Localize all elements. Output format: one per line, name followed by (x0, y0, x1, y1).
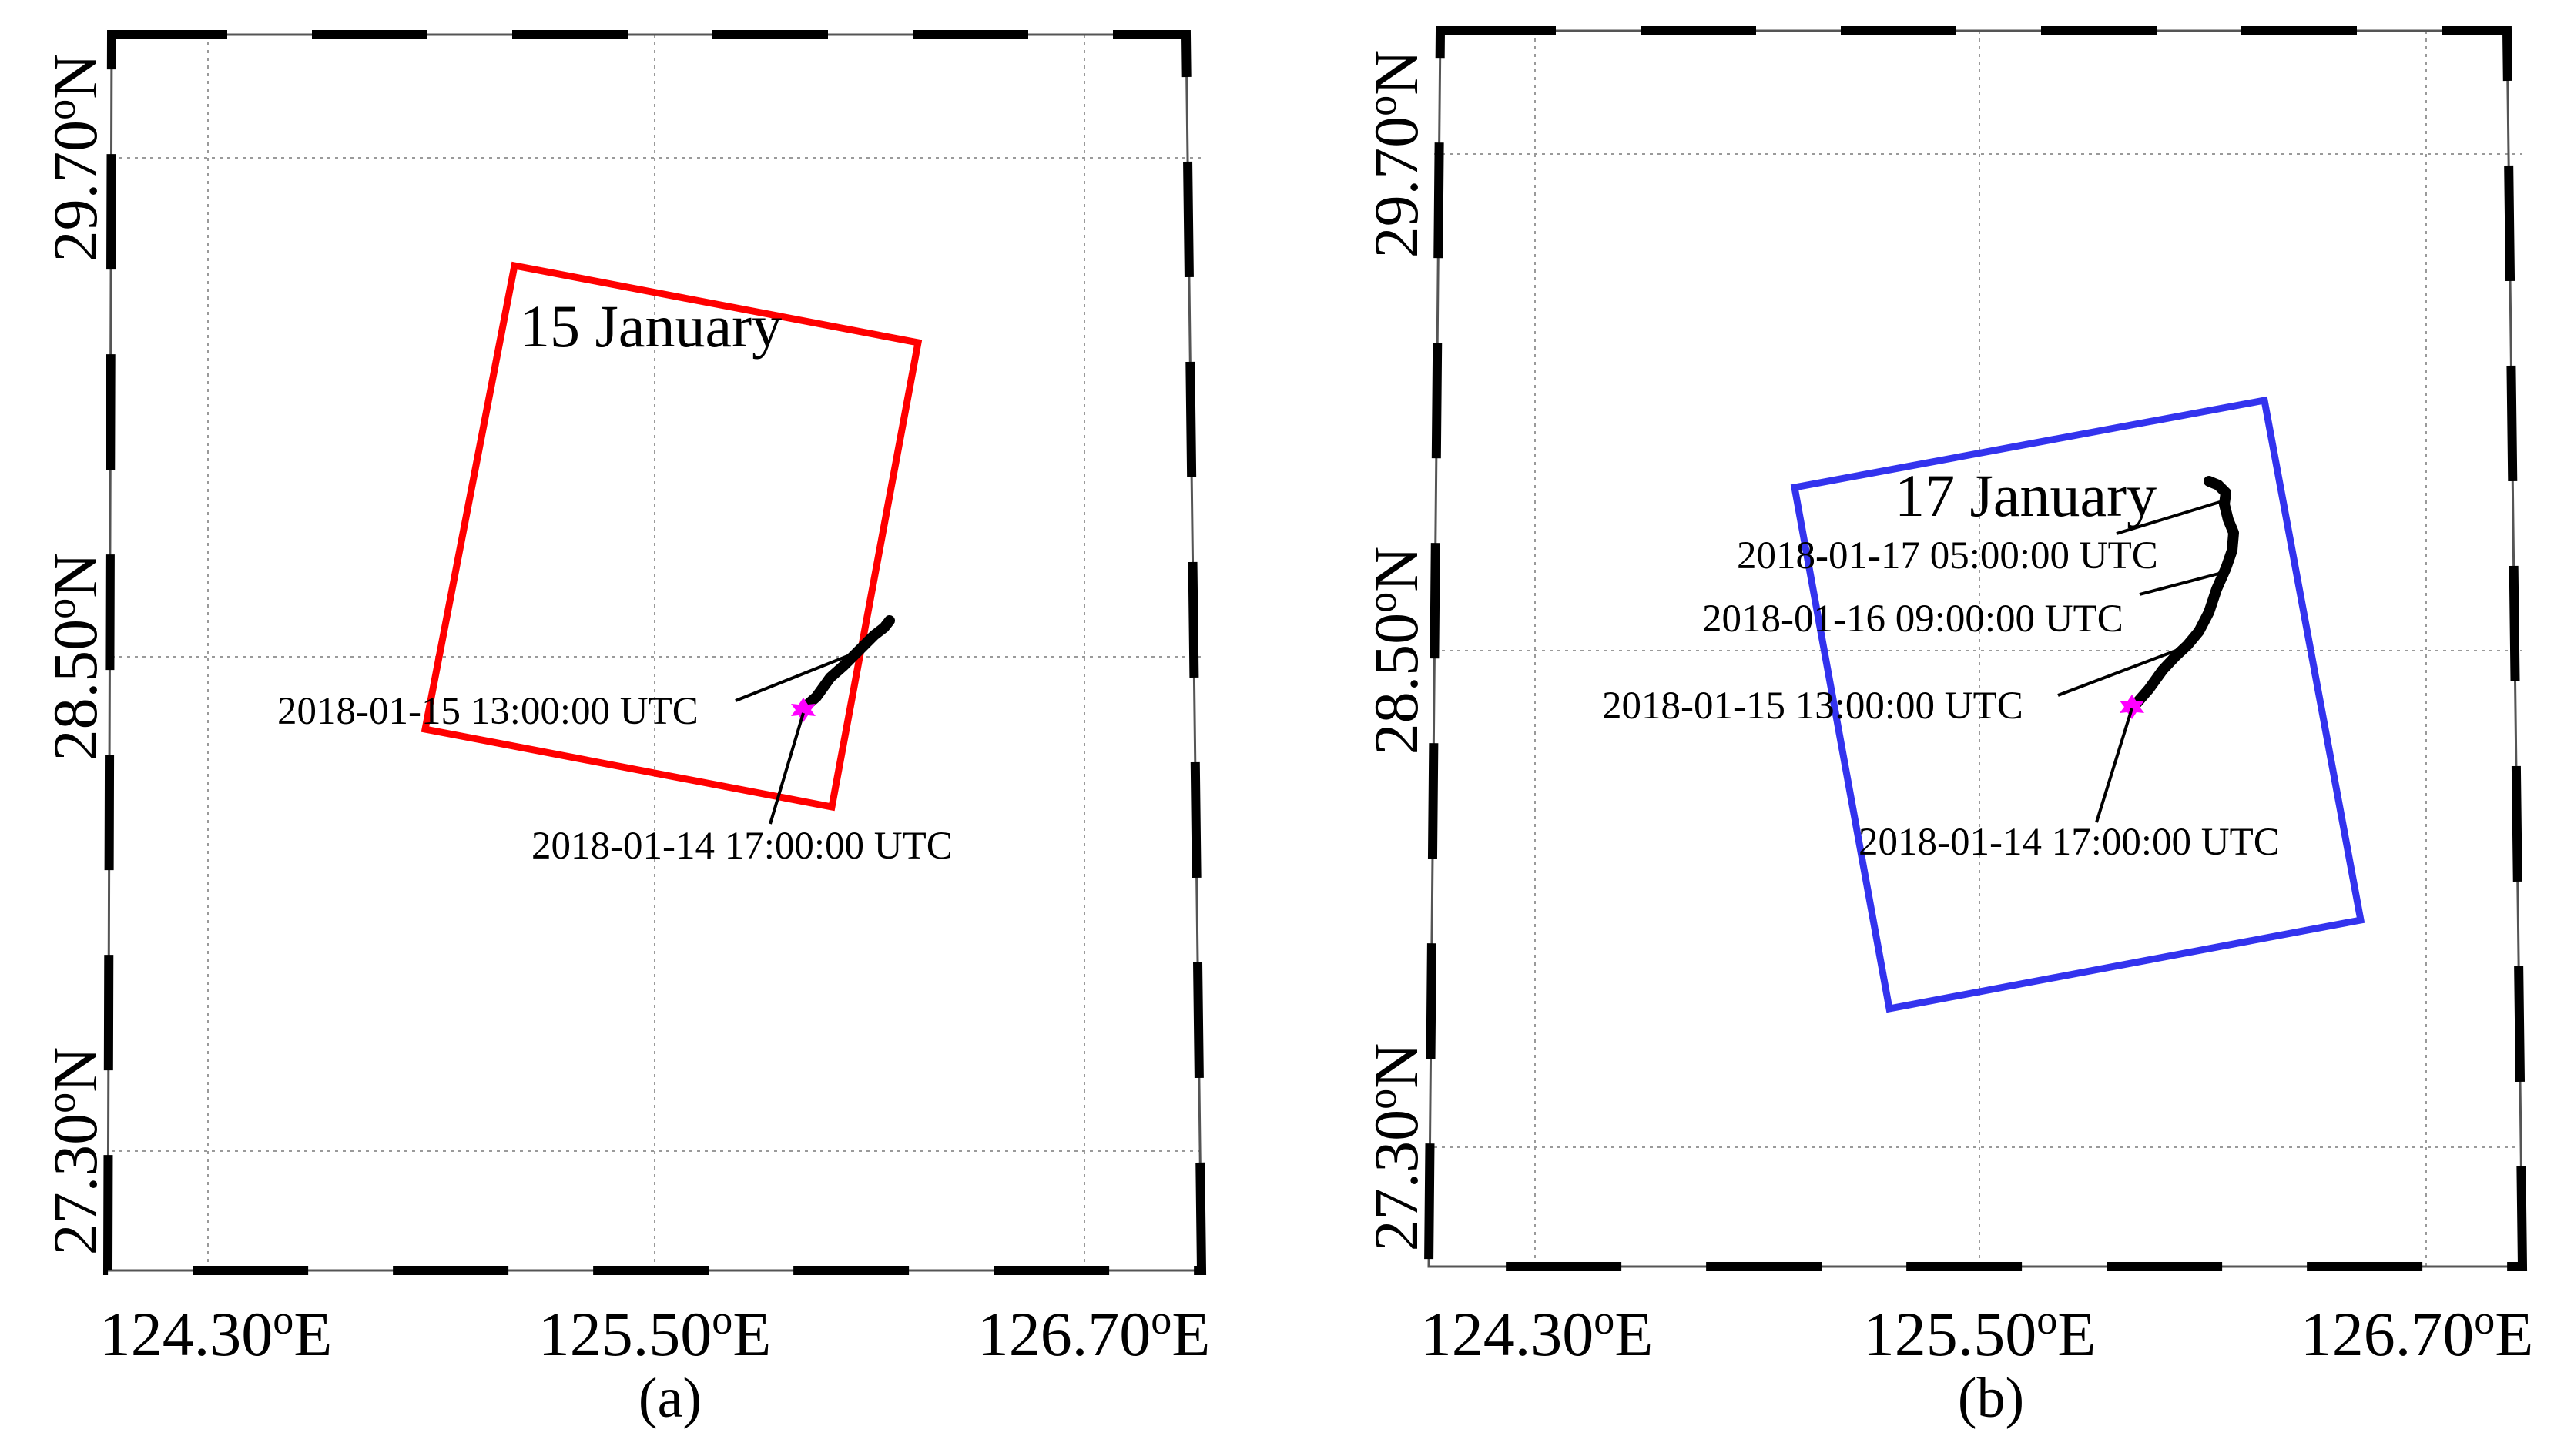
lon-hemisphere: E (2495, 1299, 2533, 1369)
degree-symbol: o (38, 99, 84, 120)
lon-hemisphere: E (1614, 1299, 1653, 1369)
degree-symbol: o (2036, 1297, 2057, 1343)
lat-hemisphere: N (40, 54, 110, 99)
panel-b-footprint (1790, 396, 2365, 1013)
panel-a-drift-track (798, 615, 895, 714)
panel-b-map-frame (1423, 26, 2528, 1271)
panel-a-lon-value: 125.50 (538, 1299, 712, 1369)
panel-b-lon-tick-124-30: 124.30oE (1420, 1297, 1654, 1369)
panel-b-leader-line-1 (2116, 500, 2221, 535)
panel-b-lat-tick-28-50: 28.50oN (1359, 547, 1431, 755)
lon-hemisphere: E (293, 1299, 332, 1369)
panel-a-lon-value: 124.30 (99, 1299, 273, 1369)
degree-symbol: o (1359, 95, 1405, 116)
panel-b-lon-value: 125.50 (1863, 1299, 2037, 1369)
svg-text:28.50oN: 28.50oN (38, 553, 110, 761)
lat-hemisphere: N (40, 1047, 110, 1093)
lon-hemisphere: E (1171, 1299, 1210, 1369)
panel-b-lat-value: 28.50 (1361, 613, 1431, 755)
panel-a: 15 January 2018-01-15 13:00:00 UTC 2018-… (38, 30, 1211, 1430)
panel-b-leader-line-2 (2139, 570, 2228, 596)
panel-b-graticule (1434, 31, 2522, 1267)
panel-a-lat-tick-28-50: 28.50oN (38, 553, 110, 761)
panel-b-lat-value: 27.30 (1361, 1110, 1431, 1252)
panel-a-lat-value: 29.70 (40, 120, 110, 263)
degree-symbol: o (1359, 592, 1405, 613)
panel-b-lat-value: 29.70 (1361, 116, 1431, 259)
panel-b-annotation-1: 2018-01-17 05:00:00 UTC (1737, 534, 2158, 577)
panel-a-lon-value: 126.70 (977, 1299, 1151, 1369)
degree-symbol: o (1359, 1089, 1405, 1110)
panel-a-map-frame (102, 30, 1207, 1275)
panel-b-annotation-2: 2018-01-16 09:00:00 UTC (1702, 597, 2123, 641)
lat-hemisphere: N (1361, 50, 1431, 95)
panel-b-lat-tick-27-30: 27.30oN (1359, 1043, 1431, 1252)
panel-a-footprint (421, 261, 923, 812)
panel-a-leader-line-1 (735, 649, 862, 702)
panel-b-lon-value: 124.30 (1420, 1299, 1594, 1369)
svg-text:27.30oN: 27.30oN (1359, 1043, 1431, 1252)
panel-b-lon-tick-125-50: 125.50oE (1863, 1297, 2096, 1369)
degree-symbol: o (712, 1297, 732, 1343)
panel-a-lon-tick-126-70: 126.70oE (977, 1297, 1211, 1369)
panel-a-caption: (a) (638, 1367, 702, 1430)
panel-b-start-marker (2120, 695, 2144, 719)
degree-symbol: o (1594, 1297, 1614, 1343)
panel-a-graticule (112, 35, 1202, 1270)
panel-b-lon-value: 126.70 (2301, 1299, 2475, 1369)
panel-b-annotation-4: 2018-01-14 17:00:00 UTC (1859, 821, 2280, 864)
degree-symbol: o (38, 1093, 84, 1113)
degree-symbol: o (1151, 1297, 1171, 1343)
panel-b-annotation-3: 2018-01-15 13:00:00 UTC (1602, 684, 2023, 728)
panel-a-lon-tick-124-30: 124.30oE (99, 1297, 333, 1369)
lon-hemisphere: E (732, 1299, 771, 1369)
panel-b-lon-tick-126-70: 126.70oE (2301, 1297, 2534, 1369)
panel-b-caption: (b) (1958, 1367, 2024, 1430)
panel-a-leader-line-2 (769, 712, 805, 825)
panel-a-lat-tick-27-30: 27.30oN (38, 1047, 110, 1256)
svg-text:29.70oN: 29.70oN (38, 54, 110, 263)
panel-a-lat-value: 28.50 (40, 619, 110, 761)
panel-a-lat-value: 27.30 (40, 1113, 110, 1256)
svg-text:29.70oN: 29.70oN (1359, 50, 1431, 259)
lat-hemisphere: N (1361, 1043, 1431, 1089)
degree-symbol: o (273, 1297, 293, 1343)
panel-b-leader-line-3 (2057, 649, 2177, 697)
panel-b-drift-track (2128, 476, 2239, 712)
panel-a-date-label: 15 January (520, 293, 782, 360)
panel-a-annotation-2: 2018-01-14 17:00:00 UTC (531, 825, 953, 868)
panel-b-leader-line-4 (2095, 708, 2133, 823)
degree-symbol: o (38, 598, 84, 619)
panel-a-lon-tick-125-50: 125.50oE (538, 1297, 772, 1369)
panel-a-annotation-1: 2018-01-15 13:00:00 UTC (277, 690, 699, 733)
panel-a-start-marker (791, 698, 816, 722)
panel-b-lat-tick-29-70: 29.70oN (1359, 50, 1431, 259)
svg-text:28.50oN: 28.50oN (1359, 547, 1431, 755)
panel-a-lat-tick-29-70: 29.70oN (38, 54, 110, 263)
lat-hemisphere: N (40, 553, 110, 598)
lon-hemisphere: E (2057, 1299, 2096, 1369)
lat-hemisphere: N (1361, 547, 1431, 592)
panel-b: 17 January 2018-01-17 05:00:00 UTC 2018-… (1359, 26, 2534, 1430)
svg-text:27.30oN: 27.30oN (38, 1047, 110, 1256)
panel-b-date-label: 17 January (1895, 462, 2157, 529)
degree-symbol: o (2474, 1297, 2495, 1343)
